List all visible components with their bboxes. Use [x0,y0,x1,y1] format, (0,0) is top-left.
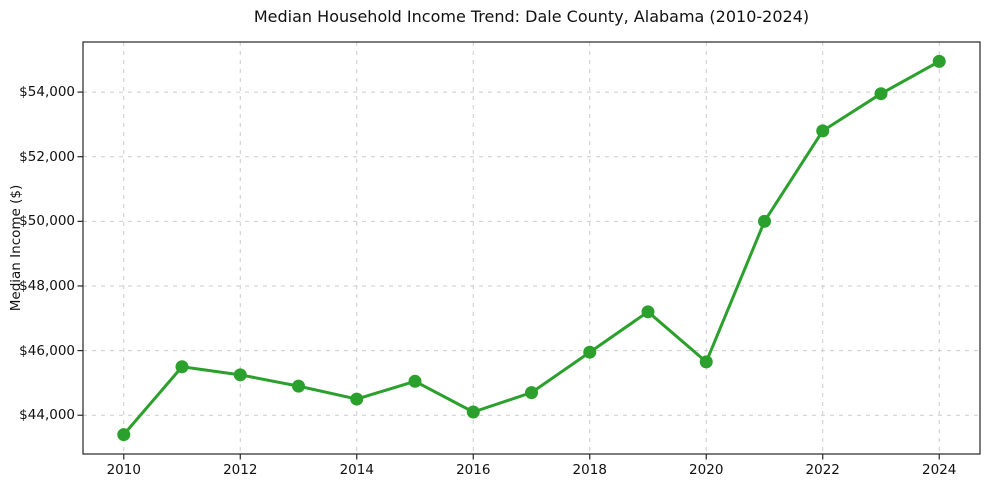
y-tick-label: $50,000 [19,213,75,230]
data-point [932,54,946,68]
x-tick-label: 2016 [456,462,491,478]
data-point [816,124,830,138]
y-tick-label: $54,000 [19,84,75,101]
axes-box [82,41,981,455]
data-point [874,87,888,101]
data-point [641,305,655,319]
y-tick-label: $52,000 [19,148,75,165]
y-tick-label: $48,000 [19,277,75,294]
x-tick-label: 2022 [805,462,840,478]
data-point [350,392,364,406]
data-point [408,374,422,388]
data-point [292,379,306,393]
x-tick-label: 2012 [223,462,258,478]
data-point [466,405,480,419]
data-point [525,386,538,400]
data-point [233,368,247,382]
trend-line [122,59,941,437]
x-tick-label: 2010 [106,462,141,478]
data-point [117,428,131,442]
chart-title: Median Household Income Trend: Dale Coun… [253,7,810,26]
x-tick-label: 2020 [689,462,724,478]
data-point [583,345,597,359]
y-tick-label: $44,000 [19,407,75,424]
data-point [175,360,189,374]
x-tick-label: 2024 [922,462,957,478]
x-tick-label: 2018 [572,462,607,478]
y-tick-label: $46,000 [19,342,75,359]
data-point [757,214,771,228]
x-tick-label: 2014 [339,462,374,478]
data-point [699,355,713,369]
